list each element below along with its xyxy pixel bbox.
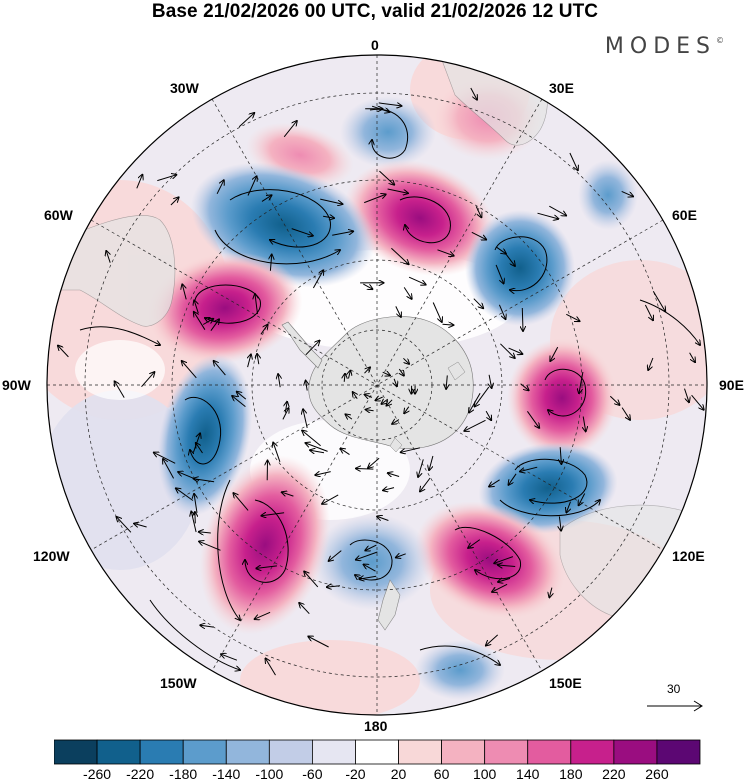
anomaly-low-south-atlantic-a xyxy=(340,96,436,168)
colorbar-tick-label: 100 xyxy=(473,766,496,782)
colorbar-tick-label: 220 xyxy=(602,766,625,782)
label-lon-30e: 30E xyxy=(549,80,574,96)
label-lon-150w: 150W xyxy=(160,675,197,691)
label-lon-60w: 60W xyxy=(44,207,73,223)
colorbar-swatch xyxy=(226,740,269,764)
colorbar-swatch xyxy=(183,740,226,764)
colorbar-tick-label: -60 xyxy=(302,766,322,782)
colorbar-swatch xyxy=(399,740,442,764)
colorbar-swatch xyxy=(571,740,614,764)
reference-vector-label: 30 xyxy=(667,682,680,696)
reference-arrow-icon xyxy=(645,699,705,713)
colorbar-swatch xyxy=(269,740,312,764)
anomaly-high-indian-ocean xyxy=(507,338,617,458)
colorbar-swatch xyxy=(140,740,183,764)
colorbar-swatch xyxy=(614,740,657,764)
colorbar-ticks: -260 -220 -180 -140 -100 -60 -20 20 60 100 140 180 2… xyxy=(0,766,750,784)
colorbar xyxy=(54,738,704,766)
map-fields xyxy=(10,40,730,730)
colorbar-tick-label: 260 xyxy=(645,766,668,782)
label-lon-30w: 30W xyxy=(170,80,199,96)
colorbar-tick-label: 60 xyxy=(434,766,450,782)
label-lon-90w: 90W xyxy=(2,377,31,393)
colorbar-swatch xyxy=(97,740,140,764)
label-lon-150e: 150E xyxy=(549,675,582,691)
label-lon-90e: 90E xyxy=(719,377,744,393)
label-lon-120e: 120E xyxy=(672,548,705,564)
label-lon-60e: 60E xyxy=(672,207,697,223)
colorbar-tick-label: -20 xyxy=(345,766,365,782)
colorbar-swatch xyxy=(485,740,528,764)
colorbar-swatch xyxy=(528,740,571,764)
colorbar-swatch xyxy=(442,740,485,764)
wind-vector-arrow xyxy=(356,469,373,470)
colorbar-swatch xyxy=(657,740,700,764)
colorbar-tick-label: 20 xyxy=(391,766,407,782)
colorbar-tick-label: -100 xyxy=(255,766,283,782)
colorbar-tick-label: -260 xyxy=(83,766,111,782)
colorbar-swatch xyxy=(312,740,355,764)
label-lon-0: 0 xyxy=(371,37,379,53)
colorbar-swatch xyxy=(355,740,398,764)
colorbar-tick-label: 180 xyxy=(559,766,582,782)
colorbar-tick-label: -220 xyxy=(126,766,154,782)
label-lon-120w: 120W xyxy=(33,548,70,564)
anomaly-low-indian-ocean-west xyxy=(465,210,575,326)
anomaly-low-pacific-east xyxy=(415,640,505,700)
colorbar-tick-label: 140 xyxy=(516,766,539,782)
label-lon-180: 180 xyxy=(364,718,387,734)
colorbar-tick-label: -140 xyxy=(212,766,240,782)
colorbar-swatch xyxy=(54,740,97,764)
wind-vector-arrow xyxy=(522,308,523,331)
colorbar-tick-label: -180 xyxy=(169,766,197,782)
